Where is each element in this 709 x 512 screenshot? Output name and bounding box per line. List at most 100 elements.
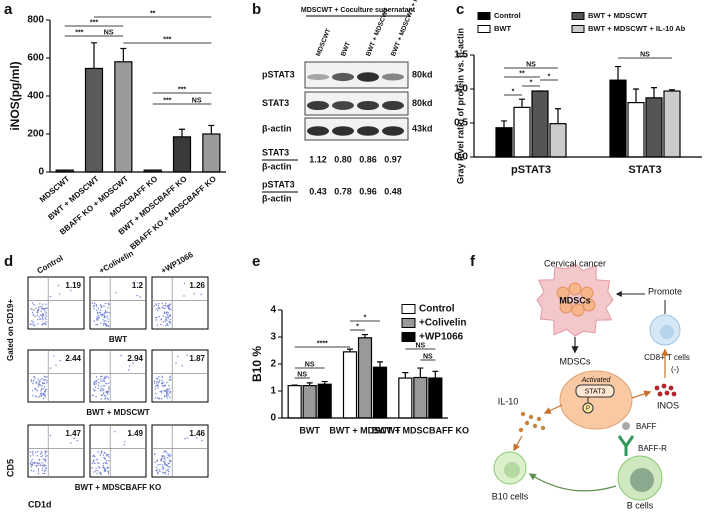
event-dot — [95, 304, 98, 306]
event-dot — [93, 382, 95, 384]
event-dot — [92, 394, 94, 396]
event-dot — [163, 311, 166, 313]
event-dot — [161, 302, 163, 305]
event-dot — [38, 382, 40, 384]
event-dot — [104, 397, 107, 399]
error-bar — [321, 380, 328, 385]
event-dot — [167, 307, 170, 310]
event-dot — [102, 462, 105, 465]
event-dot — [39, 306, 41, 308]
event-dot — [102, 454, 105, 456]
event-dot — [102, 324, 105, 326]
event-dot — [103, 380, 106, 382]
event-dot — [29, 455, 32, 457]
mdsc — [559, 300, 573, 314]
event-dot — [32, 313, 34, 316]
plot-frame — [151, 424, 209, 478]
event-dot — [154, 388, 157, 390]
event-dot — [37, 468, 39, 470]
event-dot — [163, 312, 166, 315]
event-dot — [70, 442, 72, 444]
circle — [540, 425, 546, 431]
y-tick-label: 200 — [27, 129, 44, 140]
stat3-box — [575, 384, 615, 398]
event-dot — [165, 470, 167, 472]
event-dot — [43, 379, 45, 381]
event-dot — [165, 302, 167, 305]
bar — [663, 90, 681, 158]
event-dot — [53, 355, 55, 357]
diagram-label: Promote — [648, 286, 682, 296]
event-dot — [164, 462, 166, 465]
event-dot — [165, 312, 167, 314]
event-dot — [104, 452, 107, 454]
event-dot — [96, 381, 98, 383]
event-dot — [38, 384, 41, 386]
event-dot — [46, 455, 48, 457]
ratio-numerator: STAT3 — [262, 147, 289, 157]
event-dot — [40, 451, 43, 453]
circle — [532, 423, 538, 429]
flow-plot: 1.87 — [151, 349, 209, 403]
event-dot — [103, 317, 106, 319]
error-bar — [501, 120, 507, 128]
event-dot — [158, 315, 160, 318]
event-dot — [43, 472, 46, 475]
event-dot — [42, 472, 44, 475]
event-dot — [186, 354, 189, 356]
event-dot — [102, 466, 104, 469]
event-dot — [100, 398, 103, 400]
event-dot — [96, 319, 98, 321]
event-dot — [45, 467, 47, 469]
flow-plot: 1.47 — [27, 424, 85, 478]
event-dot — [37, 323, 39, 325]
event-dot — [37, 472, 40, 475]
arrow — [513, 435, 523, 452]
event-dot — [98, 316, 101, 319]
event-dot — [93, 383, 96, 386]
event-dot — [32, 380, 35, 382]
y-tick-label: 400 — [27, 91, 44, 102]
event-dot — [101, 451, 103, 453]
bar — [413, 376, 428, 419]
legend-swatch — [571, 12, 585, 20]
event-dot — [162, 385, 165, 387]
diagram-label: B cells — [627, 500, 654, 510]
event-dot — [106, 453, 108, 456]
panel-label: b — [252, 1, 261, 18]
ratio-value: 1.12 — [309, 154, 327, 164]
bar — [172, 136, 192, 173]
event-dot — [38, 462, 41, 464]
gate-percent: 1.87 — [189, 354, 205, 363]
event-dot — [44, 376, 46, 378]
event-dot — [93, 471, 95, 473]
event-dot — [156, 384, 158, 387]
error-bar — [120, 47, 127, 62]
bar — [114, 61, 133, 173]
event-dot — [35, 381, 38, 383]
event-dot — [155, 304, 157, 306]
circle — [518, 427, 524, 433]
y-tick-label: 1.5 — [454, 50, 468, 61]
event-dot — [44, 394, 46, 396]
event-dot — [128, 365, 131, 367]
event-dot — [107, 377, 110, 379]
event-dot — [45, 315, 47, 317]
event-dot — [45, 382, 48, 384]
blot-band — [332, 126, 354, 136]
event-dot — [168, 462, 170, 465]
lane-label: MDSCWT — [315, 28, 332, 58]
panel-label: a — [4, 1, 13, 18]
event-dot — [136, 294, 138, 297]
event-dot — [100, 313, 102, 316]
event-dot — [94, 455, 96, 458]
significance-label: *** — [90, 19, 98, 26]
event-dot — [169, 376, 171, 379]
event-dot — [43, 308, 45, 311]
event-dot — [164, 384, 166, 387]
legend-label: +WP1066 — [419, 332, 464, 343]
event-dot — [163, 390, 165, 392]
event-dot — [196, 437, 198, 439]
error-bar — [555, 108, 561, 124]
